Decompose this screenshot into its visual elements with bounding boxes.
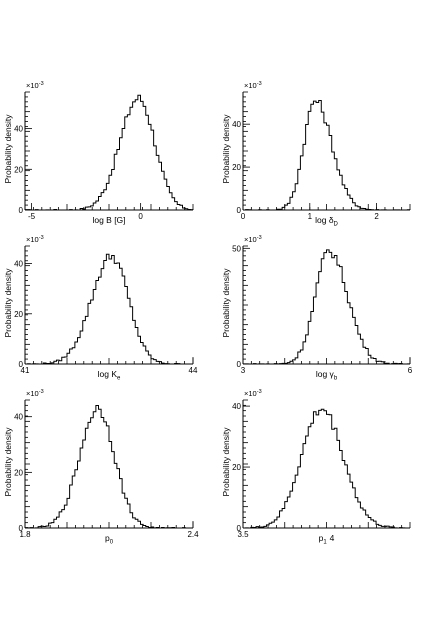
x-axis-title: log δD (315, 215, 338, 228)
x-tick-label: 2.4 (187, 530, 199, 539)
y-axis-title: Probability density (221, 427, 231, 497)
exponent-base: ×10 (244, 389, 257, 398)
histogram-bars (25, 253, 193, 365)
y-exponent-label: ×10-3 (26, 235, 44, 244)
y-tick-label: 40 (14, 260, 23, 269)
x-axis-title-main: p (319, 533, 324, 543)
exponent-power: -3 (39, 235, 44, 241)
x-tick-label: -5 (28, 212, 36, 221)
y-exponent-label: ×10-3 (26, 81, 44, 90)
histogram-bars (243, 100, 411, 211)
y-exponent-label: ×10-3 (244, 389, 262, 398)
y-tick-label: 40 (14, 125, 23, 134)
histogram-panel: -5 0 0 20 40 ×10-3 Probability density log B [G… (3, 81, 194, 225)
histogram-bars (24, 94, 194, 211)
y-exponent-label: ×10-3 (26, 389, 44, 398)
x-tick-label: 44 (189, 366, 198, 375)
x-axis-title-subscript: 0 (110, 540, 114, 546)
x-tick-label: 3 (241, 366, 246, 375)
exponent-base: ×10 (244, 235, 257, 244)
y-tick-label: 0 (19, 360, 24, 369)
x-axis-title: log B [G] (92, 215, 125, 225)
y-axis-title: Probability density (221, 268, 231, 338)
y-tick-label: 20 (232, 163, 241, 172)
x-axis-title-main: log K (98, 369, 118, 379)
x-axis-title-main: log γ (316, 369, 335, 379)
x-axis-title-suffix: 4 (330, 533, 335, 543)
x-tick-label: 1 (308, 212, 313, 221)
y-tick-label: 20 (14, 165, 23, 174)
y-axis-title: Probability density (3, 427, 13, 497)
exponent-base: ×10 (26, 389, 39, 398)
x-tick-label: 6 (408, 366, 413, 375)
y-tick-label: 0 (19, 206, 24, 215)
exponent-power: -3 (257, 389, 262, 395)
y-tick-label: 0 (237, 360, 242, 369)
y-axis-title: Probability density (3, 114, 13, 184)
x-tick-label: 41 (21, 366, 30, 375)
y-exponent-label: ×10-3 (244, 81, 262, 90)
x-axis-title-subscript: D (334, 222, 339, 228)
x-axis-title-main: p (105, 533, 110, 543)
y-tick-label: 40 (232, 402, 241, 411)
exponent-base: ×10 (244, 81, 257, 90)
x-axis-title-main: log δ (315, 215, 334, 225)
y-axis-title: Probability density (221, 114, 231, 184)
y-tick-label: 0 (237, 524, 242, 533)
x-axis-title-subscript: e (117, 376, 121, 382)
x-axis-title: log γb (316, 369, 338, 382)
y-tick-label: 0 (237, 206, 242, 215)
histogram-panel: 3.50 20 40×10-3 Probability density p1 4 (221, 389, 411, 546)
y-exponent-label: ×10-3 (244, 235, 262, 244)
histogram-bars (24, 405, 193, 529)
histogram-panel: 3 6 0 50×10-3 Probability density log γb (221, 235, 413, 382)
y-tick-label: 40 (232, 120, 241, 129)
x-tick-label: 0 (241, 212, 246, 221)
y-tick-label: 50 (232, 244, 241, 253)
x-tick-label: 2 (374, 212, 379, 221)
exponent-power: -3 (257, 81, 262, 87)
x-axis-title: p1 4 (319, 533, 335, 546)
exponent-power: -3 (257, 235, 262, 241)
x-axis-title: p0 (105, 533, 114, 546)
x-axis-title: log Ke (98, 369, 121, 382)
y-tick-label: 40 (14, 413, 23, 422)
histogram-bars (242, 249, 411, 365)
x-axis-title-subscript: 1 (323, 540, 327, 546)
x-tick-label: 3.5 (237, 530, 249, 539)
y-tick-label: 20 (232, 463, 241, 472)
exponent-base: ×10 (26, 81, 39, 90)
y-axis-title: Probability density (3, 268, 13, 338)
x-tick-label: 1.8 (19, 530, 31, 539)
x-axis-title-main: log B [G] (92, 215, 125, 225)
y-tick-label: 0 (19, 524, 24, 533)
exponent-power: -3 (39, 389, 44, 395)
exponent-base: ×10 (26, 235, 39, 244)
y-tick-label: 20 (14, 468, 23, 477)
y-tick-label: 20 (14, 310, 23, 319)
histogram-panel: 41 44 0 20 40 ×10-3 Probability density log Ke (3, 235, 198, 382)
x-axis-title-subscript: b (334, 376, 338, 382)
x-tick-label: 0 (138, 212, 143, 221)
exponent-power: -3 (39, 81, 44, 87)
histogram-bars (243, 408, 411, 529)
